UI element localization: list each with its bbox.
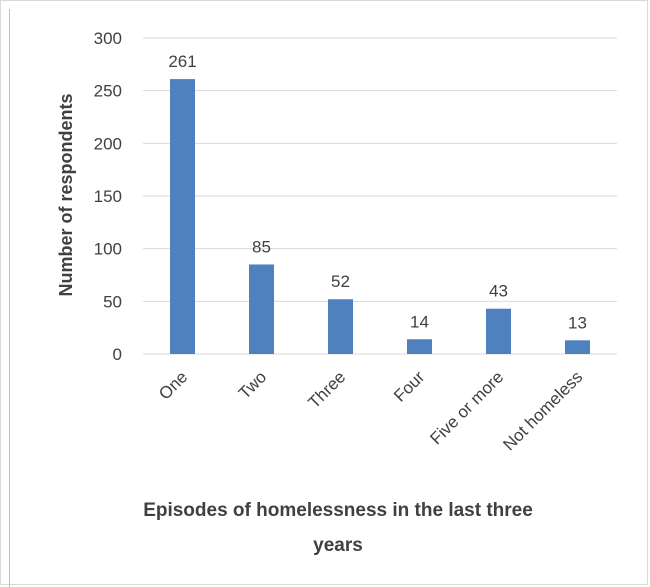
bar-1 <box>249 264 274 354</box>
bar-0 <box>170 79 195 354</box>
y-tick-label-250: 250 <box>94 82 122 101</box>
bar-4 <box>486 308 511 354</box>
data-labels: 261 85 52 14 43 13 <box>168 52 587 332</box>
data-label-0: 261 <box>168 52 196 71</box>
y-tick-label-0: 0 <box>113 345 122 364</box>
data-label-4: 43 <box>489 282 508 301</box>
data-label-5: 13 <box>568 313 587 332</box>
x-tick-label-2: Three <box>304 367 349 412</box>
data-label-2: 52 <box>331 272 350 291</box>
gridlines <box>143 37 617 355</box>
frame-left-rule <box>9 9 10 587</box>
y-tick-label-50: 50 <box>103 292 122 311</box>
y-tick-label-100: 100 <box>94 240 122 259</box>
data-label-3: 14 <box>410 312 429 331</box>
bar-3 <box>407 339 432 354</box>
bars <box>170 79 590 354</box>
x-tick-label-1: Two <box>235 367 270 402</box>
y-tick-labels: 0 50 100 150 200 250 300 <box>94 29 122 364</box>
x-axis-title-line-1: Episodes of homelessness in the last thr… <box>143 500 533 521</box>
bar-5 <box>565 340 590 354</box>
y-axis-title: Number of respondents <box>56 93 76 296</box>
bar-2 <box>328 299 353 354</box>
x-tick-label-0: One <box>155 367 191 403</box>
x-tick-label-4: Five or more <box>426 367 507 448</box>
data-label-1: 85 <box>252 237 271 256</box>
x-tick-label-3: Four <box>390 367 428 405</box>
x-tick-label-5: Not homeless <box>499 367 586 454</box>
y-tick-label-150: 150 <box>94 187 122 206</box>
x-axis-title-line-2: years <box>313 535 363 556</box>
y-tick-label-300: 300 <box>94 29 122 48</box>
y-tick-label-200: 200 <box>94 134 122 153</box>
